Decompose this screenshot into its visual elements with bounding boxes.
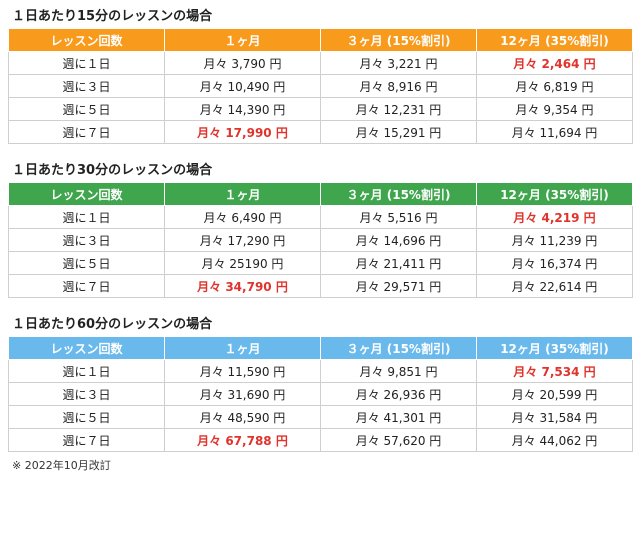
section-title-15min: １日あたり15分のレッスンの場合 — [12, 9, 213, 24]
price-3-months: 月々 57,620 円 — [320, 428, 477, 452]
table-row: 週に３日 月々 17,290 円 月々 14,696 円 月々 11,239 円 — [8, 228, 633, 252]
section-title-30min: １日あたり30分のレッスンの場合 — [12, 163, 213, 178]
price-1-month-highlight: 月々 34,790 円 — [164, 274, 321, 298]
price-table-30min: レッスン回数 １ヶ月 ３ヶ月 (15%割引) 12ヶ月 (35%割引) 週に１日… — [8, 182, 633, 298]
table-header-row: レッスン回数 １ヶ月 ３ヶ月 (15%割引) 12ヶ月 (35%割引) — [8, 182, 633, 206]
row-label: 週に７日 — [8, 274, 165, 298]
price-12-months-highlight: 月々 7,534 円 — [476, 359, 633, 383]
price-3-months: 月々 41,301 円 — [320, 405, 477, 429]
price-table-15min: レッスン回数 １ヶ月 ３ヶ月 (15%割引) 12ヶ月 (35%割引) 週に１日… — [8, 28, 633, 144]
row-label: 週に５日 — [8, 405, 165, 429]
price-3-months: 月々 5,516 円 — [320, 205, 477, 229]
header-lesson-count: レッスン回数 — [8, 336, 165, 360]
price-1-month: 月々 11,590 円 — [164, 359, 321, 383]
price-1-month-highlight: 月々 17,990 円 — [164, 120, 321, 144]
row-label: 週に７日 — [8, 120, 165, 144]
price-3-months: 月々 3,221 円 — [320, 51, 477, 75]
price-12-months: 月々 31,584 円 — [476, 405, 633, 429]
table-header-row: レッスン回数 １ヶ月 ３ヶ月 (15%割引) 12ヶ月 (35%割引) — [8, 28, 633, 52]
row-label: 週に３日 — [8, 228, 165, 252]
price-12-months: 月々 11,694 円 — [476, 120, 633, 144]
table-row: 週に５日 月々 14,390 円 月々 12,231 円 月々 9,354 円 — [8, 97, 633, 121]
row-label: 週に５日 — [8, 251, 165, 275]
table-row: 週に１日 月々 11,590 円 月々 9,851 円 月々 7,534 円 — [8, 359, 633, 383]
price-3-months: 月々 8,916 円 — [320, 74, 477, 98]
price-12-months: 月々 6,819 円 — [476, 74, 633, 98]
header-lesson-count: レッスン回数 — [8, 182, 165, 206]
header-3-months: ３ヶ月 (15%割引) — [320, 28, 477, 52]
price-12-months: 月々 22,614 円 — [476, 274, 633, 298]
header-12-months: 12ヶ月 (35%割引) — [476, 336, 633, 360]
row-label: 週に１日 — [8, 359, 165, 383]
price-3-months: 月々 15,291 円 — [320, 120, 477, 144]
table-row: 週に７日 月々 67,788 円 月々 57,620 円 月々 44,062 円 — [8, 428, 633, 452]
price-3-months: 月々 26,936 円 — [320, 382, 477, 406]
row-label: 週に７日 — [8, 428, 165, 452]
price-1-month: 月々 17,290 円 — [164, 228, 321, 252]
price-1-month: 月々 25190 円 — [164, 251, 321, 275]
table-header-row: レッスン回数 １ヶ月 ３ヶ月 (15%割引) 12ヶ月 (35%割引) — [8, 336, 633, 360]
header-3-months: ３ヶ月 (15%割引) — [320, 336, 477, 360]
row-label: 週に３日 — [8, 74, 165, 98]
price-3-months: 月々 14,696 円 — [320, 228, 477, 252]
price-1-month: 月々 14,390 円 — [164, 97, 321, 121]
table-row: 週に３日 月々 31,690 円 月々 26,936 円 月々 20,599 円 — [8, 382, 633, 406]
table-row: 週に１日 月々 3,790 円 月々 3,221 円 月々 2,464 円 — [8, 51, 633, 75]
price-12-months: 月々 20,599 円 — [476, 382, 633, 406]
price-1-month-highlight: 月々 67,788 円 — [164, 428, 321, 452]
table-row: 週に７日 月々 34,790 円 月々 29,571 円 月々 22,614 円 — [8, 274, 633, 298]
header-12-months: 12ヶ月 (35%割引) — [476, 182, 633, 206]
header-12-months: 12ヶ月 (35%割引) — [476, 28, 633, 52]
section-title-60min: １日あたり60分のレッスンの場合 — [12, 317, 213, 332]
price-12-months: 月々 44,062 円 — [476, 428, 633, 452]
row-label: 週に１日 — [8, 51, 165, 75]
price-3-months: 月々 21,411 円 — [320, 251, 477, 275]
pricing-page: １日あたり15分のレッスンの場合 レッスン回数 １ヶ月 ３ヶ月 (15%割引) … — [0, 6, 640, 473]
price-1-month: 月々 31,690 円 — [164, 382, 321, 406]
price-12-months-highlight: 月々 4,219 円 — [476, 205, 633, 229]
price-table-60min: レッスン回数 １ヶ月 ３ヶ月 (15%割引) 12ヶ月 (35%割引) 週に１日… — [8, 336, 633, 452]
header-1-month: １ヶ月 — [164, 28, 321, 52]
header-lesson-count: レッスン回数 — [8, 28, 165, 52]
table-row: 週に１日 月々 6,490 円 月々 5,516 円 月々 4,219 円 — [8, 205, 633, 229]
price-12-months: 月々 11,239 円 — [476, 228, 633, 252]
table-row: 週に７日 月々 17,990 円 月々 15,291 円 月々 11,694 円 — [8, 120, 633, 144]
table-row: 週に５日 月々 25190 円 月々 21,411 円 月々 16,374 円 — [8, 251, 633, 275]
price-1-month: 月々 10,490 円 — [164, 74, 321, 98]
price-3-months: 月々 29,571 円 — [320, 274, 477, 298]
revision-note: ※ 2022年10月改訂 — [12, 459, 111, 472]
header-1-month: １ヶ月 — [164, 182, 321, 206]
row-label: 週に１日 — [8, 205, 165, 229]
price-3-months: 月々 9,851 円 — [320, 359, 477, 383]
price-3-months: 月々 12,231 円 — [320, 97, 477, 121]
price-1-month: 月々 6,490 円 — [164, 205, 321, 229]
header-1-month: １ヶ月 — [164, 336, 321, 360]
header-3-months: ３ヶ月 (15%割引) — [320, 182, 477, 206]
price-1-month: 月々 3,790 円 — [164, 51, 321, 75]
table-row: 週に５日 月々 48,590 円 月々 41,301 円 月々 31,584 円 — [8, 405, 633, 429]
table-row: 週に３日 月々 10,490 円 月々 8,916 円 月々 6,819 円 — [8, 74, 633, 98]
price-12-months: 月々 9,354 円 — [476, 97, 633, 121]
price-12-months-highlight: 月々 2,464 円 — [476, 51, 633, 75]
row-label: 週に３日 — [8, 382, 165, 406]
row-label: 週に５日 — [8, 97, 165, 121]
price-12-months: 月々 16,374 円 — [476, 251, 633, 275]
price-1-month: 月々 48,590 円 — [164, 405, 321, 429]
